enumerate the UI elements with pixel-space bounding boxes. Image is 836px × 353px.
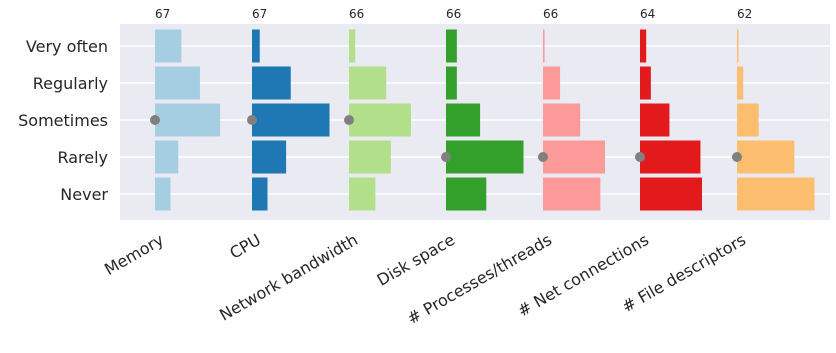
- y-tick-label-never: Never: [60, 185, 108, 204]
- bar-disk-space-never: [446, 177, 487, 211]
- bars-group: [155, 29, 815, 211]
- bar-processes-threads-regularly: [543, 66, 561, 100]
- median-marker-cpu: [247, 115, 257, 125]
- bar-cpu-never: [252, 177, 268, 211]
- bar-network-bandwidth-rarely: [349, 140, 391, 174]
- bar-memory-regularly: [155, 66, 200, 100]
- median-marker-memory: [150, 115, 160, 125]
- count-label-disk-space: 66: [446, 7, 461, 21]
- bar-processes-threads-never: [543, 177, 601, 211]
- y-tick-label-rarely: Rarely: [57, 148, 108, 167]
- bar-disk-space-very-often: [446, 29, 457, 63]
- bar-processes-threads-very-often: [543, 29, 545, 63]
- bar-cpu-regularly: [252, 66, 291, 100]
- count-label-net-connections: 64: [640, 7, 655, 21]
- median-marker-disk-space: [441, 152, 451, 162]
- bar-file-descriptors-very-often: [737, 29, 739, 63]
- bar-net-connections-never: [640, 177, 702, 211]
- bar-file-descriptors-never: [737, 177, 815, 211]
- bar-disk-space-sometimes: [446, 103, 481, 137]
- bar-cpu-very-often: [252, 29, 260, 63]
- median-marker-file-descriptors: [732, 152, 742, 162]
- bar-memory-sometimes: [155, 103, 221, 137]
- count-label-network-bandwidth: 66: [349, 7, 364, 21]
- bar-memory-very-often: [155, 29, 182, 63]
- bar-network-bandwidth-very-often: [349, 29, 356, 63]
- bar-memory-rarely: [155, 140, 179, 174]
- bar-net-connections-regularly: [640, 66, 651, 100]
- y-tick-label-sometimes: Sometimes: [18, 111, 108, 130]
- bar-file-descriptors-rarely: [737, 140, 795, 174]
- median-marker-net-connections: [635, 152, 645, 162]
- bar-memory-never: [155, 177, 171, 211]
- bar-network-bandwidth-regularly: [349, 66, 387, 100]
- bar-file-descriptors-regularly: [737, 66, 744, 100]
- bar-processes-threads-rarely: [543, 140, 605, 174]
- median-marker-processes-threads: [538, 152, 548, 162]
- bar-disk-space-rarely: [446, 140, 524, 174]
- bar-cpu-rarely: [252, 140, 287, 174]
- bar-network-bandwidth-sometimes: [349, 103, 411, 137]
- bar-file-descriptors-sometimes: [737, 103, 759, 137]
- bar-net-connections-sometimes: [640, 103, 670, 137]
- bar-net-connections-rarely: [640, 140, 701, 174]
- count-label-cpu: 67: [252, 7, 267, 21]
- median-markers: [150, 115, 742, 162]
- y-tick-label-very-often: Very often: [26, 37, 108, 56]
- y-tick-label-regularly: Regularly: [33, 74, 108, 93]
- bar-network-bandwidth-never: [349, 177, 376, 211]
- x-tick-label-disk-space: Disk space: [374, 230, 458, 290]
- bar-cpu-sometimes: [252, 103, 330, 137]
- x-tick-label-memory: Memory: [101, 230, 167, 279]
- bar-processes-threads-sometimes: [543, 103, 581, 137]
- count-label-processes-threads: 66: [543, 7, 558, 21]
- median-marker-network-bandwidth: [344, 115, 354, 125]
- x-tick-label-cpu: CPU: [226, 230, 264, 263]
- y-axis-tick-labels: Very often Regularly Sometimes Rarely Never: [18, 37, 108, 204]
- count-label-memory: 67: [155, 7, 170, 21]
- bar-disk-space-regularly: [446, 66, 457, 100]
- count-labels: 67 67 66 66 66 64 62: [155, 7, 752, 21]
- bar-net-connections-very-often: [640, 29, 647, 63]
- count-label-file-descriptors: 62: [737, 7, 752, 21]
